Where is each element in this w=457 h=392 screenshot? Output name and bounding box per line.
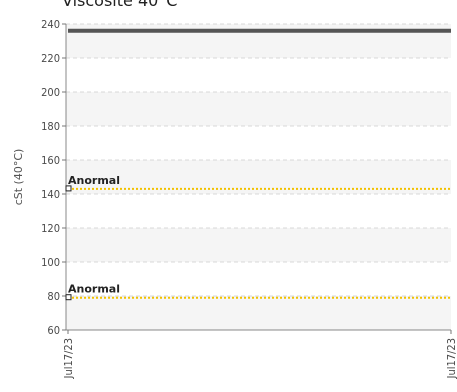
limit-marker — [65, 294, 72, 301]
x-ticks: Jul17/23 Jul17/23 — [62, 330, 457, 379]
grid-band — [66, 194, 451, 228]
y-tick-label: 220 — [41, 52, 60, 65]
y-tick-label: 180 — [41, 120, 60, 133]
y-tick-label: 60 — [47, 324, 60, 337]
limit-marker — [65, 185, 72, 192]
grid-band — [66, 126, 451, 160]
grid-band — [66, 296, 451, 330]
chart-title: Viscosité 40°C — [62, 0, 177, 10]
y-tick-label: 140 — [41, 188, 60, 201]
grid-band — [66, 58, 451, 92]
grid-band — [66, 92, 451, 126]
y-axis-label: cSt (40°C) — [12, 149, 25, 206]
y-tick-label: 200 — [41, 86, 60, 99]
limit-label: Anormal — [68, 174, 120, 187]
y-tick-label: 240 — [41, 18, 60, 31]
limit-lines: Anormal Anormal — [65, 174, 451, 301]
grid-bands — [66, 24, 451, 330]
axes — [65, 24, 451, 331]
grid-band — [66, 160, 451, 194]
y-tick-label: 160 — [41, 154, 60, 167]
grid-band — [66, 228, 451, 262]
y-tick-label: 80 — [47, 290, 60, 303]
y-ticks: 60 80 100 120 140 160 180 200 220 240 — [41, 18, 66, 337]
limit-label: Anormal — [68, 283, 120, 296]
x-tick-label: Jul17/23 — [62, 338, 75, 379]
y-tick-label: 100 — [41, 256, 60, 269]
x-tick-label: Jul17/23 — [445, 338, 457, 379]
y-tick-label: 120 — [41, 222, 60, 235]
grid-band — [66, 262, 451, 296]
